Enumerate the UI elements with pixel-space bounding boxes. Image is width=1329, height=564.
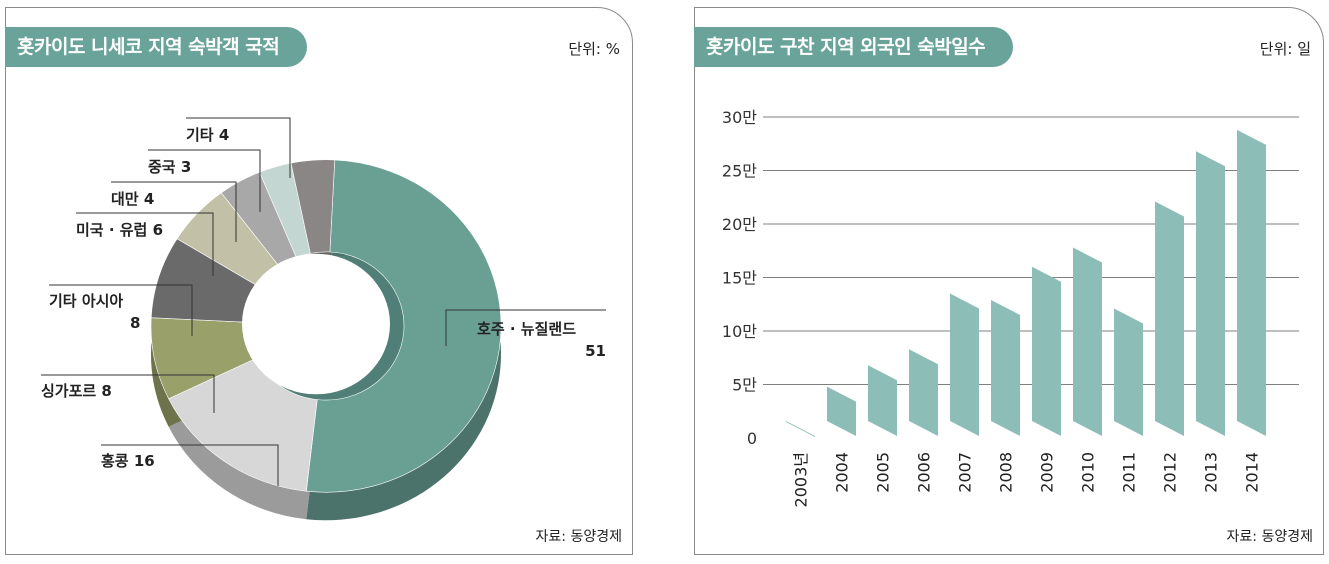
bar-chart: 0 5만 10만 15만 20만 25만 30만 2003년 2004 2005 2006 2007 2… bbox=[722, 108, 1299, 507]
y-tick-label: 15만 bbox=[722, 269, 757, 288]
y-tick-label: 20만 bbox=[722, 215, 757, 234]
bar bbox=[868, 365, 897, 436]
leader-line bbox=[148, 149, 261, 212]
slice-label: 대만 4 bbox=[111, 190, 154, 208]
x-tick-label: 2003년 bbox=[792, 452, 811, 507]
donut-slice bbox=[290, 159, 336, 254]
stay-days-chart-panel: 홋카이도 구찬 지역 외국인 숙박일수 단위: 일 자료: 동양경제 0 5만 10… bbox=[694, 7, 1324, 555]
donut-slice bbox=[305, 159, 502, 493]
x-tick-label: 2011 bbox=[1120, 452, 1139, 493]
donut-slice bbox=[168, 358, 318, 492]
y-tick-label: 25만 bbox=[722, 162, 757, 181]
x-tick-label: 2005 bbox=[874, 452, 893, 493]
bar bbox=[827, 386, 856, 436]
bar bbox=[1196, 151, 1225, 437]
leader-line bbox=[101, 444, 279, 486]
donut-hole bbox=[242, 253, 390, 395]
leader-line bbox=[111, 181, 237, 242]
bar-chart-title: 홋카이도 구찬 지역 외국인 숙박일수 bbox=[694, 27, 1014, 67]
pie-chart-source: 자료: 동양경제 bbox=[535, 529, 622, 545]
x-tick-label: 2006 bbox=[915, 452, 934, 493]
slice-label: 홍콩 16 bbox=[101, 452, 155, 470]
y-tick-label: 5만 bbox=[732, 376, 757, 395]
bar-chart-source: 자료: 동양경제 bbox=[1226, 529, 1313, 545]
bar bbox=[1114, 308, 1143, 436]
bar bbox=[1073, 247, 1102, 436]
y-tick-label: 10만 bbox=[722, 322, 757, 341]
x-tick-label: 2013 bbox=[1202, 452, 1221, 493]
x-tick-label: 2007 bbox=[956, 452, 975, 493]
y-tick-label: 0 bbox=[747, 429, 757, 448]
x-tick-label: 2008 bbox=[997, 452, 1016, 493]
pie-chart-title: 홋카이도 니세코 지역 숙박객 국적 bbox=[5, 27, 308, 67]
slice-label: 기타 아시아 bbox=[49, 292, 123, 310]
slice-label: 싱가포르 8 bbox=[41, 382, 112, 400]
bar bbox=[1237, 129, 1266, 436]
bar bbox=[1032, 266, 1061, 436]
leader-line bbox=[186, 117, 291, 178]
bar bbox=[909, 349, 938, 436]
pie-chart-unit: 단위: % bbox=[568, 40, 620, 58]
slice-label: 기타 4 bbox=[186, 126, 229, 144]
leader-line bbox=[445, 309, 606, 346]
y-tick-label: 30만 bbox=[722, 108, 757, 127]
bar bbox=[1155, 201, 1184, 436]
slice-label: 8 bbox=[130, 314, 140, 332]
slice-label: 미국 · 유럽 6 bbox=[76, 221, 163, 239]
leader-line bbox=[41, 374, 215, 413]
leader-line bbox=[49, 284, 193, 336]
bar bbox=[786, 421, 815, 437]
nationality-chart-panel: 홋카이도 니세코 지역 숙박객 국적 단위: % 자료: 동양경제 호주 · 뉴… bbox=[5, 7, 633, 555]
x-tick-label: 2009 bbox=[1038, 452, 1057, 493]
leader-line bbox=[76, 212, 214, 276]
x-tick-label: 2014 bbox=[1243, 452, 1262, 493]
x-tick-label: 2010 bbox=[1079, 452, 1098, 493]
slice-label: 중국 3 bbox=[148, 158, 191, 176]
x-tick-label: 2004 bbox=[833, 452, 852, 493]
bar-chart-unit: 단위: 일 bbox=[1259, 40, 1311, 58]
donut-chart: 호주 · 뉴질랜드 51 홍콩 16 싱가포르 8 기타 아시아 8 미국 · 유럽 6 대만… bbox=[41, 117, 606, 521]
slice-label: 51 bbox=[585, 342, 606, 360]
slice-label: 호주 · 뉴질랜드 bbox=[477, 320, 576, 338]
bar bbox=[950, 293, 979, 436]
bar bbox=[991, 299, 1020, 436]
x-tick-label: 2012 bbox=[1161, 452, 1180, 493]
